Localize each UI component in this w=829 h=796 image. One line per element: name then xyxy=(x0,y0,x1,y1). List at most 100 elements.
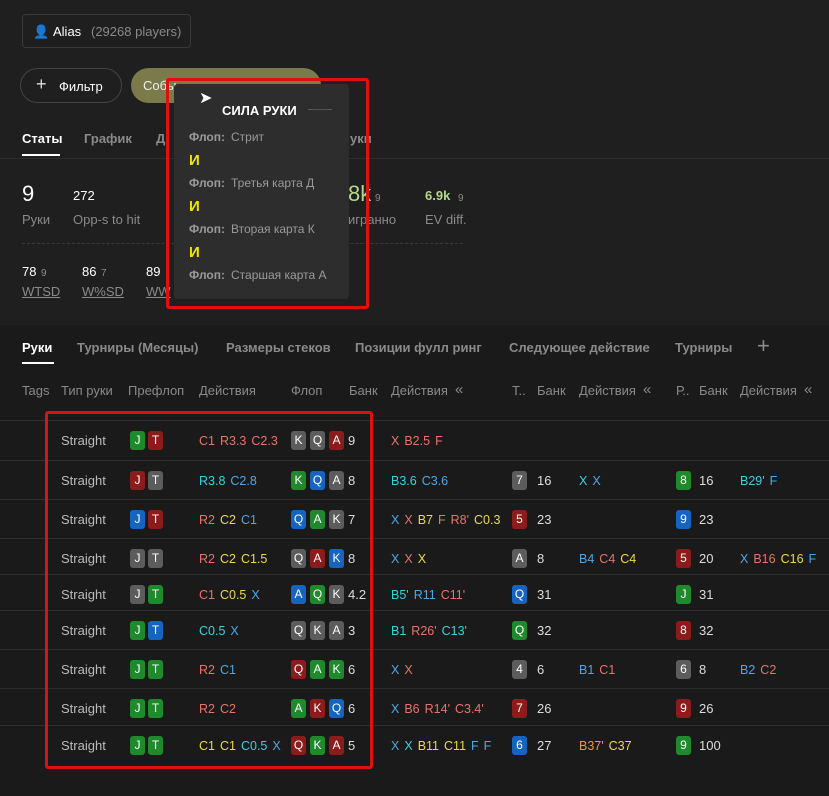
tooltip-text: Стрит xyxy=(231,130,265,144)
filter-button[interactable]: + Фильтр xyxy=(20,68,122,103)
card: K xyxy=(329,585,344,604)
hand-row[interactable]: Straight J T R2 C2 A K Q 6 X B6 R14' C3.4' 7 26 9 26 xyxy=(0,688,829,727)
hand-row[interactable]: Straight J T C1 R3.3 C2.3 K Q A 9 X B2.5 F xyxy=(0,420,829,459)
action: C0.5 xyxy=(240,739,268,753)
card: K xyxy=(291,431,306,450)
column-header: Т.. xyxy=(512,383,526,398)
action: C2.3 xyxy=(251,434,278,448)
column-header: Действия xyxy=(199,383,256,398)
action-list: X X B11 C11 F F xyxy=(391,738,496,753)
action: R2 xyxy=(199,663,215,677)
tab-underline xyxy=(22,154,60,156)
bank: 20 xyxy=(699,551,714,566)
stat-sub: 9 xyxy=(41,268,47,279)
card: 7 xyxy=(512,471,527,490)
hand-row[interactable]: Straight J T C1 C1 C0.5 X Q K A 5 X X B11 C11 F F 6 27 B37'… xyxy=(0,725,829,764)
table-tab[interactable]: Турниры (Месяцы) xyxy=(77,340,199,355)
stat-value: 89 xyxy=(146,264,161,279)
action: B7 xyxy=(417,513,433,527)
column-header: Банк xyxy=(537,383,566,398)
action-list: R2 C2 C1.5 xyxy=(199,551,272,566)
card: A xyxy=(291,585,306,604)
action: R14' xyxy=(424,702,450,716)
card: Q xyxy=(310,585,325,604)
alias-box[interactable]: 👤 Alias (29268 players) xyxy=(22,14,191,48)
hand-type: Straight xyxy=(61,738,106,753)
hand-row[interactable]: Straight J T R2 C1 Q A K 6 X X 4 6 B1 C1 6 8 B2 C2 xyxy=(0,649,829,688)
action: C2 xyxy=(760,663,777,677)
action-list: R2 C1 xyxy=(199,662,241,677)
filter-label: Фильтр xyxy=(59,79,103,94)
stat-label[interactable]: WW xyxy=(146,284,171,299)
hand-row[interactable]: Straight J T C0.5 X Q K A 3 B1 R26' C13' Q 32 8 32 xyxy=(0,610,829,649)
action: C1 xyxy=(199,434,215,448)
card: T xyxy=(148,736,163,755)
card: 4 xyxy=(512,660,527,679)
action: R11 xyxy=(413,588,436,602)
action: C0.5 xyxy=(219,588,247,602)
tooltip: СИЛА РУКИ Флоп: Стрит И Флоп: Третья карта Д… xyxy=(174,84,349,299)
tab[interactable]: График xyxy=(84,131,132,146)
table-tab[interactable]: Позиции фулл ринг xyxy=(355,340,482,355)
hand-row[interactable]: Straight J T C1 C0.5 X A Q K 4.2 B5' R11 C11' Q 31 J 31 xyxy=(0,574,829,613)
tooltip-street: Флоп: xyxy=(189,222,225,236)
action: C0.5 xyxy=(199,624,226,638)
tooltip-text: Старшая карта А xyxy=(231,268,327,282)
table-tab[interactable]: Размеры стеков xyxy=(226,340,331,355)
column-header: Действия xyxy=(740,383,797,398)
bank: 8 xyxy=(699,662,707,677)
card: Q xyxy=(329,699,344,718)
action-list: R2 C2 C1 xyxy=(199,512,262,527)
stat-label[interactable]: W%SD xyxy=(82,284,124,299)
bank: 7 xyxy=(348,512,356,527)
bank: 32 xyxy=(699,623,714,638)
action: C37 xyxy=(608,739,632,753)
bank: 26 xyxy=(537,701,552,716)
card: Q xyxy=(291,510,306,529)
add-tab[interactable]: + xyxy=(757,333,770,358)
card: 8 xyxy=(676,621,691,640)
action: C11' xyxy=(440,588,466,602)
bank: 5 xyxy=(348,738,356,753)
column-header: Банк xyxy=(349,383,378,398)
action: B5' xyxy=(391,588,409,602)
card: 5 xyxy=(512,510,527,529)
action-list: X B16 C16 F xyxy=(740,551,821,566)
card: K xyxy=(291,471,306,490)
stat-value: 86 xyxy=(82,264,97,279)
tab[interactable]: Д xyxy=(156,131,166,146)
bank: 8 xyxy=(537,551,545,566)
action-list: R3.8 C2.8 xyxy=(199,473,262,488)
action: C1 xyxy=(219,739,236,753)
action: R2 xyxy=(199,702,215,716)
card: 6 xyxy=(512,736,527,755)
bank: 100 xyxy=(699,738,721,753)
tooltip-street: Флоп: xyxy=(189,176,225,190)
action-list: B4 C4 C4 xyxy=(579,551,641,566)
hand-type: Straight xyxy=(61,473,106,488)
tooltip-joiner: И xyxy=(189,198,200,215)
bank: 27 xyxy=(537,738,552,753)
action: B37' xyxy=(579,739,604,753)
action: X xyxy=(391,552,400,566)
table-tab[interactable]: Следующее действие xyxy=(509,340,650,355)
action-list: C1 C1 C0.5 X xyxy=(199,738,286,753)
table-tab[interactable]: Турниры xyxy=(675,340,733,355)
action: X xyxy=(404,739,413,753)
action: C2 xyxy=(219,513,236,527)
tooltip-text: Третья карта Д xyxy=(231,176,315,190)
card: 5 xyxy=(676,549,691,568)
stat-label[interactable]: WTSD xyxy=(22,284,61,299)
hand-row[interactable]: Straight J T R3.8 C2.8 K Q A 8 B3.6 C3.6 7 16 X X 8 16 B2… xyxy=(0,460,829,499)
bank: 4.2 xyxy=(348,587,367,602)
table-tab[interactable]: Руки xyxy=(22,340,53,355)
card: J xyxy=(130,510,145,529)
card: Q xyxy=(291,736,306,755)
action: X xyxy=(404,513,413,527)
hand-row[interactable]: Straight J T R2 C2 C1.5 Q A K 8 X X X A 8 B4 C4 C4 5 20 X B16… xyxy=(0,538,829,577)
hand-row[interactable]: Straight J T R2 C2 C1 Q A K 7 X X B7 F R8' C0.3 5 23 9 23 xyxy=(0,499,829,538)
action-list: X B6 R14' C3.4' xyxy=(391,701,489,716)
tab[interactable]: Статы xyxy=(22,131,63,146)
